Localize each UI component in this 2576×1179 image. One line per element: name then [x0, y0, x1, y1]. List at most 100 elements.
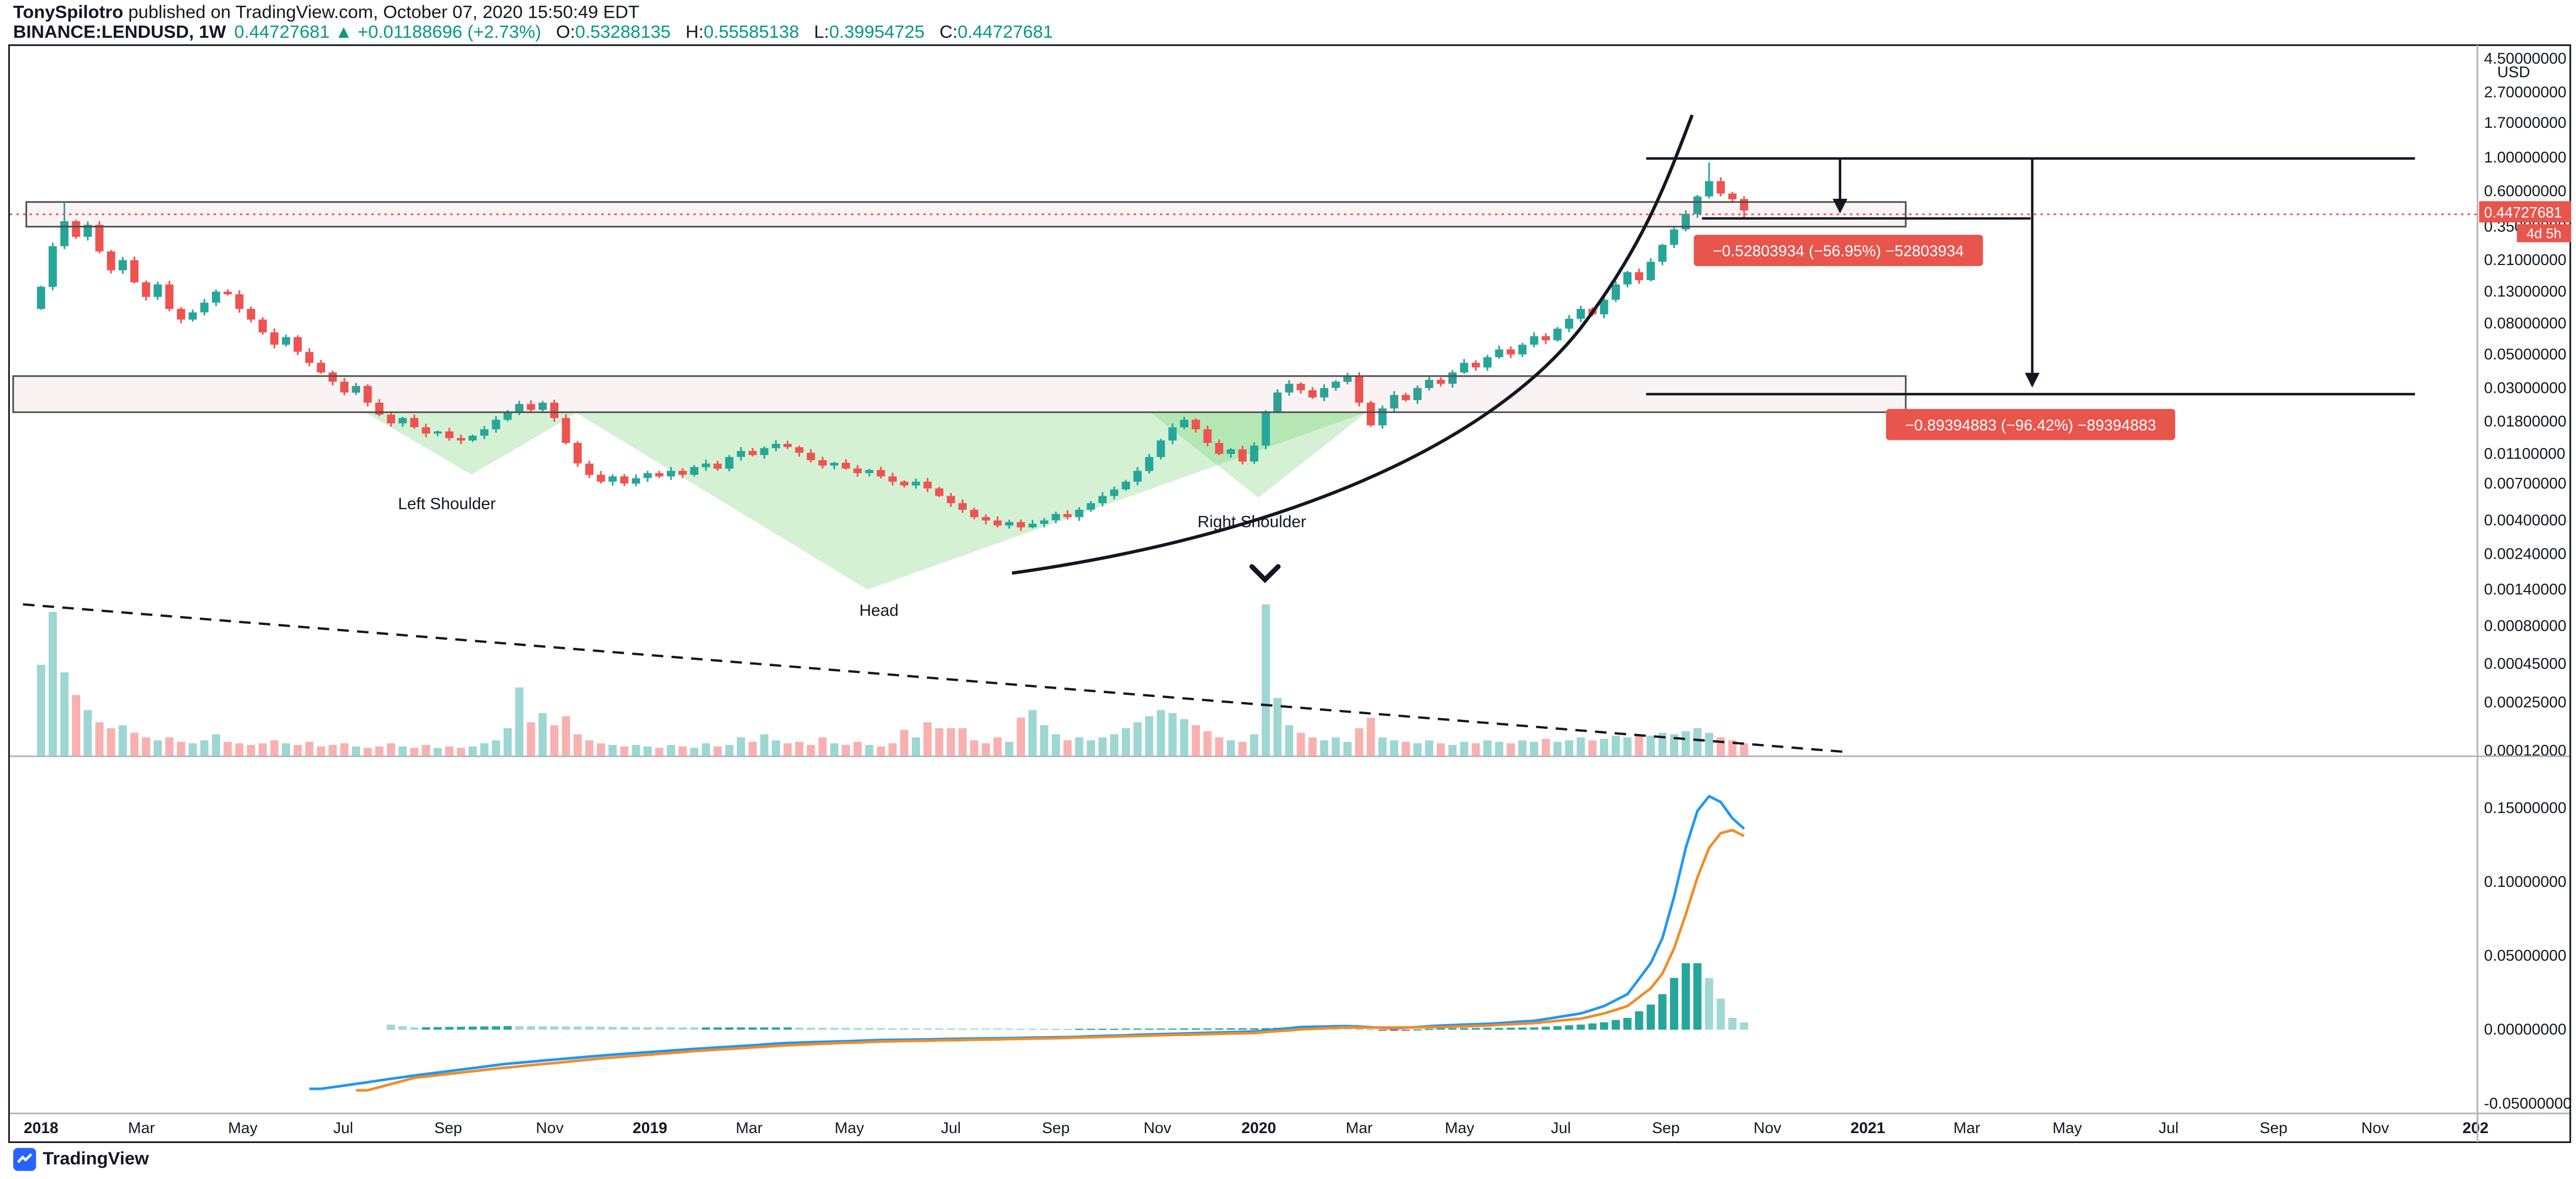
volume-bar	[1308, 737, 1317, 756]
head-and-shoulders-pattern[interactable]	[364, 412, 1367, 590]
publish-info: published on TradingView.com, October 07…	[123, 3, 639, 23]
symbol-title[interactable]: BINANCE:LENDUSD, 1W	[13, 23, 226, 43]
time-tick: 2021	[1851, 1120, 1886, 1137]
volume-layer	[37, 604, 1748, 756]
volume-bar	[1122, 728, 1130, 756]
candles-layer[interactable]	[37, 162, 1748, 531]
indicator-histogram-bar	[1588, 1023, 1597, 1030]
indicator-histogram-bar	[1623, 1018, 1632, 1030]
indicator-histogram-bar	[947, 1028, 955, 1030]
volume-bar	[1565, 740, 1573, 756]
candle-body	[1366, 402, 1375, 426]
candle-body	[177, 309, 185, 320]
measure-label-1[interactable]: −0.52803934 (−56.95%) −52803934	[1694, 235, 1983, 266]
tradingview-wordmark[interactable]: TradingView	[42, 1149, 149, 1170]
volume-bar	[1542, 739, 1550, 756]
candle-body	[165, 284, 174, 309]
left-shoulder-shape[interactable]	[364, 412, 579, 475]
candle-body	[212, 292, 220, 303]
volume-bar	[1133, 722, 1142, 756]
candle-body	[188, 312, 197, 320]
indicator-histogram-bar	[1542, 1027, 1550, 1030]
candle-body	[678, 471, 687, 475]
head-shape[interactable]	[575, 412, 1367, 590]
candle-body	[282, 337, 290, 345]
volume-bar	[923, 722, 932, 756]
tradingview-logo-icon[interactable]	[13, 1148, 37, 1171]
indicator-histogram-bar	[1122, 1028, 1130, 1030]
time-tick: Sep	[434, 1120, 462, 1137]
candle-body	[130, 260, 139, 283]
candle-body	[1693, 196, 1702, 214]
volume-bar	[1191, 725, 1200, 756]
volume-trendline[interactable]	[22, 603, 1848, 753]
candle-body	[736, 451, 745, 457]
indicator-histogram-bar	[935, 1028, 944, 1030]
indicator-histogram-bar	[701, 1027, 710, 1030]
volume-bar	[550, 725, 559, 756]
candle-body	[340, 381, 349, 393]
publish-line: TonySpilotro published on TradingView.co…	[13, 3, 1053, 23]
volume-bar	[492, 740, 500, 756]
indicator-histogram-bar	[597, 1027, 605, 1030]
volume-bar	[293, 744, 302, 756]
indicator-histogram-bar	[1028, 1028, 1037, 1030]
candle-body	[818, 460, 827, 466]
candle-body	[1413, 388, 1422, 400]
volume-spike-chevron-icon[interactable]	[1249, 564, 1281, 583]
volume-bar	[1448, 744, 1457, 756]
candle-body	[492, 419, 500, 429]
indicator-histogram-bar	[713, 1027, 722, 1030]
volume-bar	[422, 744, 431, 756]
indicator-histogram-bar	[1215, 1028, 1224, 1030]
volume-bar	[853, 741, 862, 756]
candle-body	[982, 517, 990, 521]
price-tick: 0.00140000	[2484, 581, 2567, 598]
indicator-histogram-bar	[457, 1027, 466, 1030]
volume-bar	[258, 743, 267, 756]
price-tick: 0.08000000	[2484, 315, 2567, 332]
candle-body	[1565, 319, 1573, 329]
volume-bar	[1168, 713, 1177, 756]
volume-bar	[1110, 734, 1118, 756]
indicator-histogram-bar	[760, 1027, 769, 1030]
volume-bar	[106, 728, 115, 756]
volume-bar	[1530, 741, 1539, 756]
candle-body	[1704, 181, 1713, 197]
measure-label-2[interactable]: −0.89394883 (−96.42%) −89394883	[1886, 408, 2175, 440]
indicator-tick: 0.15000000	[2484, 799, 2567, 816]
indicator-histogram-bar	[1612, 1020, 1620, 1030]
price-tick: 1.70000000	[2484, 114, 2567, 131]
candle-body	[853, 468, 862, 473]
volume-bar	[573, 734, 582, 756]
upper-supply-zone[interactable]	[25, 201, 1907, 227]
lower-demand-zone[interactable]	[12, 375, 1907, 413]
candle-body	[352, 386, 361, 393]
candle-body	[923, 482, 932, 489]
axes-layer[interactable]: 4.50000000 2.70000000 1.70000000 1.00000000…	[23, 50, 2571, 1137]
candle-body	[888, 476, 897, 482]
price-tick: 1.00000000	[2484, 149, 2567, 166]
candle-body	[468, 436, 477, 441]
indicator-histogram-bar	[900, 1028, 909, 1030]
volume-bar	[1261, 604, 1270, 756]
candle-body	[1623, 272, 1632, 285]
indicator-histogram-bar	[538, 1026, 547, 1030]
indicator-histogram-bar	[1425, 1029, 1434, 1030]
indicator-histogram-bar	[1448, 1028, 1457, 1030]
volume-bar	[947, 728, 955, 756]
candle-body	[1483, 357, 1492, 368]
volume-bar	[643, 746, 652, 756]
volume-bar	[1320, 740, 1329, 756]
volume-bar	[993, 737, 1002, 756]
candle-body	[305, 352, 314, 363]
indicator-histogram-bar	[1565, 1025, 1573, 1030]
candle-body	[457, 438, 466, 441]
indicator-tick: 0.05000000	[2484, 947, 2567, 965]
parabolic-curve[interactable]	[1011, 114, 1694, 575]
volume-bar	[1553, 741, 1562, 756]
volume-bar	[1285, 725, 1294, 756]
volume-bar	[538, 713, 547, 756]
